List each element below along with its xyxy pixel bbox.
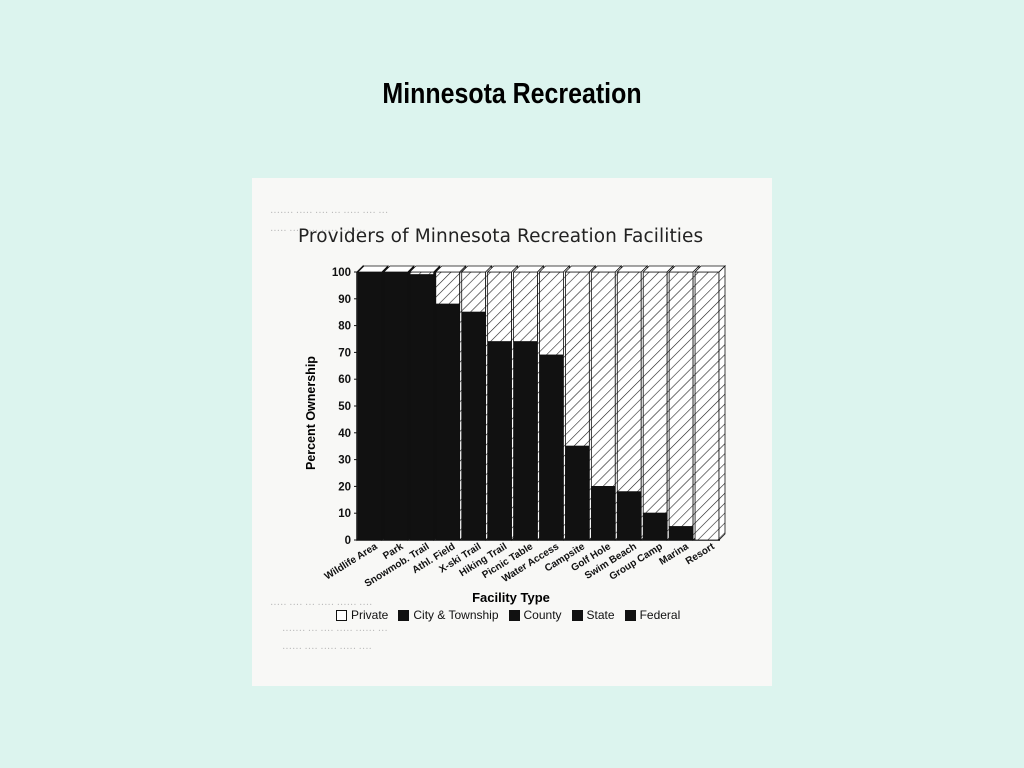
y-tick-label: 90 xyxy=(338,294,351,306)
x-axis-label: Facility Type xyxy=(472,590,550,605)
legend-item: County xyxy=(508,608,562,622)
bar-private xyxy=(694,271,720,541)
bar-private xyxy=(590,271,616,487)
chart-legend: Private City & Township County State Federal xyxy=(336,608,680,622)
legend-label: City & Township xyxy=(413,608,499,622)
bar-public xyxy=(487,341,512,541)
bar-private xyxy=(539,271,564,356)
y-tick-label: 0 xyxy=(345,535,351,547)
bar-public xyxy=(668,526,694,541)
legend-swatch xyxy=(336,609,347,621)
legend-swatch xyxy=(624,609,636,621)
bar-public xyxy=(435,303,461,541)
bar-private xyxy=(435,271,461,305)
bar-public xyxy=(357,271,383,541)
bars-layer xyxy=(357,265,726,541)
legend-label: State xyxy=(586,608,615,622)
bar-private xyxy=(409,271,435,276)
legend-label: Federal xyxy=(639,608,681,622)
y-tick-label: 100 xyxy=(332,267,351,279)
bar-public xyxy=(513,341,538,541)
legend-label: Private xyxy=(351,608,389,622)
bar-private xyxy=(642,271,668,514)
legend-item: Private xyxy=(336,608,388,622)
y-tick-label: 20 xyxy=(338,481,351,493)
x-tick-label: Resort xyxy=(684,541,717,567)
bar-private xyxy=(565,271,590,447)
bar-private xyxy=(668,271,694,528)
bar-public xyxy=(409,274,435,541)
y-tick-label: 40 xyxy=(338,428,351,440)
legend-swatch xyxy=(398,609,410,621)
bar-public xyxy=(461,311,487,541)
bar-public xyxy=(539,354,564,541)
legend-label: County xyxy=(523,608,562,622)
y-tick-label: 10 xyxy=(338,508,351,520)
legend-item: City & Township xyxy=(398,608,499,622)
bar-public xyxy=(565,445,590,541)
y-axis-label: Percent Ownership xyxy=(304,356,318,470)
legend-item: Federal xyxy=(624,608,681,622)
bar-private xyxy=(487,271,512,343)
chart-title: Providers of Minnesota Recreation Facili… xyxy=(298,226,704,247)
bar-public xyxy=(616,491,642,541)
y-tick-label: 30 xyxy=(338,455,351,467)
slide-title: Minnesota Recreation xyxy=(382,78,642,110)
bar-public xyxy=(590,485,616,541)
bar-public xyxy=(383,271,409,541)
bar-private xyxy=(513,271,538,343)
bar-private xyxy=(616,271,642,493)
y-tick-label: 70 xyxy=(338,347,351,359)
legend-swatch xyxy=(508,609,520,621)
x-tick-label: Marina xyxy=(658,541,692,568)
legend-item: State xyxy=(571,608,615,622)
bar-side-face xyxy=(718,265,726,541)
y-tick-label: 60 xyxy=(338,374,351,386)
bar-private xyxy=(461,271,487,313)
y-tick-label: 80 xyxy=(338,321,351,333)
bar-public xyxy=(642,512,668,541)
legend-swatch xyxy=(571,609,583,621)
y-tick-label: 50 xyxy=(338,401,351,413)
